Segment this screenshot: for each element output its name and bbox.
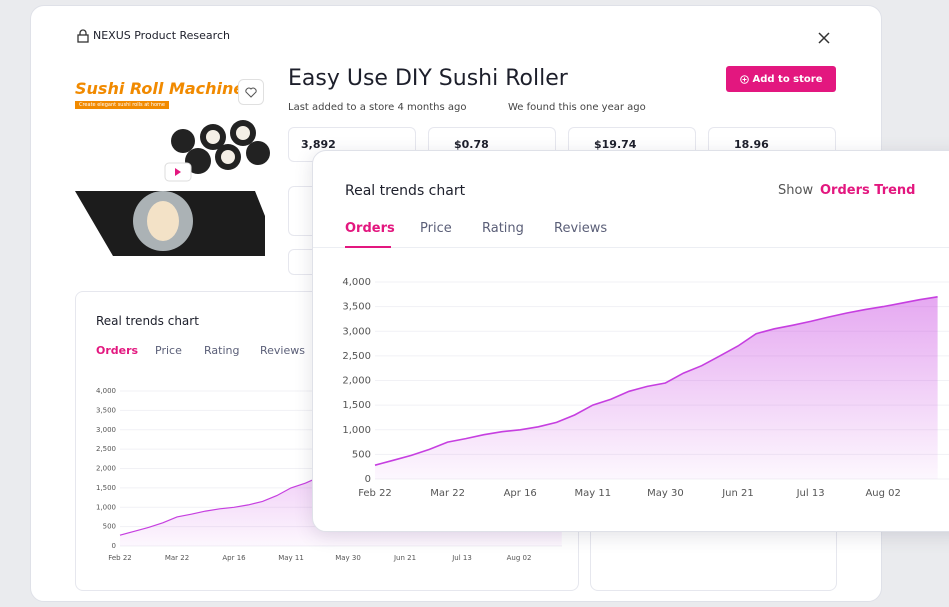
product-title: Easy Use DIY Sushi Roller: [288, 66, 568, 91]
x-tick-label: May 11: [575, 488, 612, 499]
image-title: Sushi Roll Machine: [75, 79, 245, 98]
stat-value: $0.78: [454, 138, 489, 151]
y-tick-label: 500: [103, 523, 116, 531]
y-tick-label: 2,000: [342, 376, 371, 387]
y-tick-label: 4,000: [342, 277, 371, 288]
image-subtitle: Create elegant sushi rolls at home: [75, 101, 169, 109]
y-tick-label: 2,500: [342, 351, 371, 362]
tab[interactable]: Orders: [345, 221, 395, 236]
add-to-store-button[interactable]: Add to store: [726, 66, 836, 92]
stat-value: $19.74: [594, 138, 637, 151]
app-title: NEXUS Product Research: [93, 29, 230, 42]
y-tick-label: 4,000: [96, 387, 116, 395]
x-tick-label: Jul 13: [796, 488, 825, 499]
tab[interactable]: Reviews: [260, 344, 305, 357]
tab[interactable]: Rating: [204, 344, 240, 357]
show-label: Show: [778, 183, 814, 198]
x-tick-label: Jun 21: [721, 488, 754, 499]
x-tick-label: Apr 16: [504, 488, 537, 499]
tab[interactable]: Price: [420, 221, 452, 236]
y-tick-label: 2,500: [96, 445, 116, 453]
found-date: We found this one year ago: [508, 102, 646, 113]
product-image: Sushi Roll Machine Create elegant sushi …: [73, 71, 278, 271]
divider: [313, 247, 949, 248]
x-tick-label: Mar 22: [430, 488, 465, 499]
y-tick-label: 3,000: [96, 426, 116, 434]
lock-icon: [77, 29, 89, 43]
y-tick-label: 0: [365, 474, 371, 485]
y-tick-label: 0: [112, 542, 116, 550]
tab[interactable]: Reviews: [554, 221, 608, 236]
stat-value: 18.96: [734, 138, 769, 151]
close-button[interactable]: [818, 32, 830, 44]
image-art: [75, 120, 270, 256]
chart: 0 500 1,000 1,500 2,000 2,500 3,000 3,500 4,000 F…: [342, 277, 949, 499]
button-label: Add to store: [752, 73, 823, 85]
area: [375, 296, 938, 479]
side-card: [590, 521, 837, 591]
x-tick-label: Jun 21: [393, 554, 416, 562]
x-tick-label: Apr 16: [222, 554, 246, 562]
y-tick-label: 3,500: [96, 406, 116, 414]
x-tick-label: Feb 22: [358, 488, 392, 499]
tab[interactable]: Rating: [482, 221, 524, 236]
tab[interactable]: Orders: [96, 344, 139, 357]
x-tick-label: May 30: [335, 554, 361, 562]
tab[interactable]: Price: [155, 344, 182, 357]
x-tick-label: Feb 22: [108, 554, 132, 562]
chart-title: Real trends chart: [96, 314, 199, 328]
x-tick-label: May 30: [647, 488, 684, 499]
y-tick-label: 1,000: [96, 503, 116, 511]
trend-selector[interactable]: Orders Trend: [820, 183, 916, 198]
favorite-button[interactable]: [238, 79, 264, 105]
y-tick-label: 3,000: [342, 326, 371, 337]
y-tick-label: 1,500: [342, 400, 371, 411]
x-tick-label: Jul 13: [451, 554, 472, 562]
line: [374, 296, 938, 466]
y-tick-label: 500: [352, 449, 371, 460]
y-tick-label: 1,000: [342, 425, 371, 436]
y-tick-label: 3,500: [342, 302, 371, 313]
x-tick-label: Aug 02: [507, 554, 532, 562]
tab-underline: [345, 246, 391, 248]
trend-popup: Real trends chart Show Orders Trend Orde…: [312, 150, 949, 532]
x-tick-label: May 11: [278, 554, 304, 562]
x-tick-label: Aug 02: [865, 488, 900, 499]
y-tick-label: 2,000: [96, 465, 116, 473]
last-added: Last added to a store 4 months ago: [288, 102, 467, 113]
plus-icon: [739, 74, 749, 84]
chart-title: Real trends chart: [345, 183, 466, 199]
x-tick-label: Mar 22: [165, 554, 189, 562]
stat-value: 3,892: [301, 138, 336, 151]
y-tick-label: 1,500: [96, 484, 116, 492]
